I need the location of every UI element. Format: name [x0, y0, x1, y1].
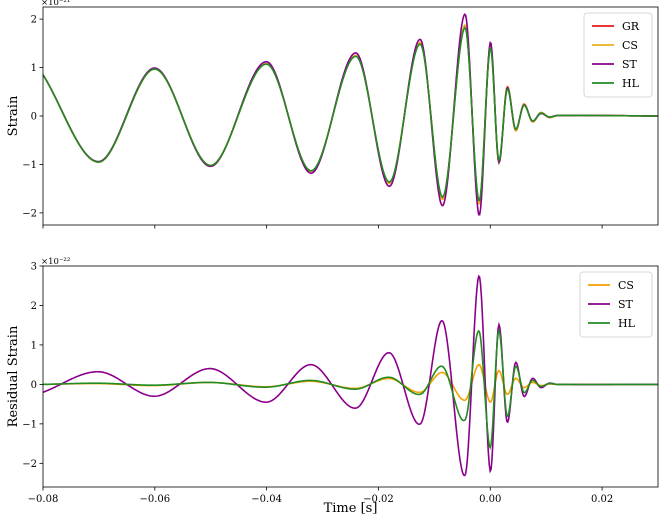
- x-tick-label: 0.00: [479, 494, 501, 505]
- series-group: [43, 13, 658, 216]
- legend-label-cs: CS: [618, 279, 634, 292]
- series-line-cs: [43, 363, 658, 404]
- y-tick-label: 0: [31, 112, 37, 123]
- x-tick-label: −0.08: [28, 494, 59, 505]
- y-tick-label: 1: [31, 63, 37, 74]
- legend-label-hl: HL: [618, 317, 636, 330]
- legend-label-cs: CS: [622, 39, 638, 52]
- y-axis-multiplier: ×10⁻²²: [41, 257, 70, 267]
- y-tick-label: −2: [22, 208, 37, 219]
- x-tick-label: −0.02: [363, 494, 394, 505]
- axes-frame: [42, 265, 659, 488]
- y-tick-label: −1: [22, 160, 37, 171]
- x-axis-label: Time [s]: [324, 501, 378, 515]
- legend: GR CS ST HL: [583, 12, 653, 98]
- series-group: [43, 274, 658, 477]
- y-tick-label: −1: [22, 419, 37, 430]
- series-line-st: [43, 274, 658, 477]
- series-line-st: [43, 13, 658, 216]
- bottom-panel: −2 −1 0 1 2 3 −0.08 −0.06 −0.04 −0.02 0.00 0.02 ×10⁻…: [6, 257, 659, 515]
- legend: CS ST HL: [579, 271, 653, 338]
- x-tick-label: 0.02: [591, 494, 613, 505]
- y-axis-multiplier: ×10⁻²¹: [41, 0, 70, 8]
- legend-box: [579, 271, 653, 338]
- y-tick-label: 0: [31, 380, 37, 391]
- legend-box: [583, 12, 653, 98]
- x-tick-label: −0.04: [251, 494, 282, 505]
- y-axis-label: Strain: [6, 95, 21, 136]
- series-line-gr: [43, 25, 658, 204]
- series-line-hl: [43, 328, 658, 450]
- top-panel: −2 −1 0 1 2 ×10⁻²¹ Strain GR CS ST HL: [6, 0, 659, 229]
- legend-label-gr: GR: [622, 20, 640, 33]
- legend-label-hl: HL: [622, 77, 640, 90]
- y-tick-label: 2: [31, 301, 37, 312]
- y-tick-label: 3: [31, 262, 37, 273]
- y-tick-label: 1: [31, 340, 37, 351]
- y-tick-label: −2: [22, 459, 37, 470]
- y-tick-label: 2: [31, 15, 37, 26]
- y-axis-label: Residual Strain: [6, 325, 21, 427]
- x-tick-label: −0.06: [139, 494, 170, 505]
- series-line-cs: [43, 23, 658, 205]
- legend-label-st: ST: [618, 298, 634, 311]
- legend-label-st: ST: [622, 58, 638, 71]
- series-line-hl: [43, 26, 658, 202]
